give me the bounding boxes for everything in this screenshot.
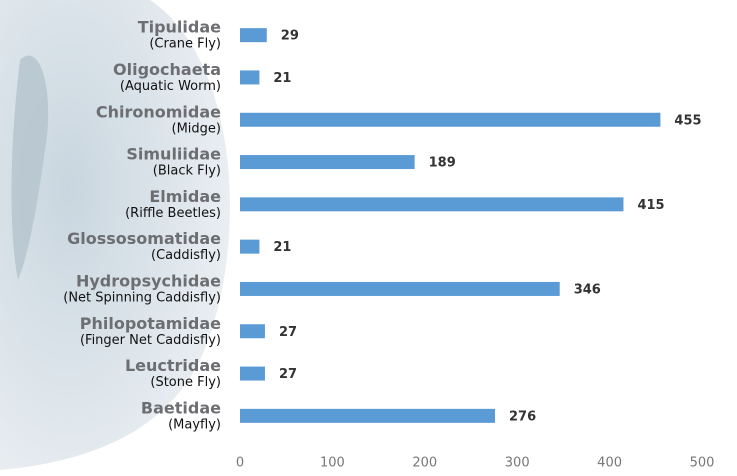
category-label: Hydropsychidae <box>76 271 221 290</box>
category-label: Leuctridae <box>125 356 221 375</box>
bar <box>240 155 415 170</box>
bar <box>240 197 624 212</box>
value-label: 21 <box>273 240 291 255</box>
common-name-label: (Stone Fly) <box>150 375 221 390</box>
x-tick-label: 100 <box>320 456 345 471</box>
category-label: Oligochaeta <box>113 60 221 79</box>
value-label: 27 <box>279 325 297 340</box>
category-label: Tipulidae <box>138 18 221 37</box>
category-label: Philopotamidae <box>80 314 221 333</box>
category-label: Chironomidae <box>96 102 221 121</box>
bar <box>240 70 260 85</box>
category-label: Elmidae <box>149 187 221 206</box>
bar <box>240 324 265 339</box>
bar <box>240 28 267 43</box>
common-name-label: (Midge) <box>172 121 221 136</box>
bar <box>240 408 496 423</box>
insect-silhouette <box>11 55 49 280</box>
value-label: 455 <box>674 113 701 128</box>
x-tick-label: 0 <box>236 456 244 471</box>
value-label: 415 <box>637 198 664 213</box>
common-name-label: (Caddisfly) <box>151 248 221 263</box>
background-image <box>0 0 230 470</box>
bar <box>240 112 661 127</box>
category-label: Simuliidae <box>126 145 221 164</box>
value-label: 21 <box>273 71 291 86</box>
common-name-label: (Finger Net Caddisfly) <box>80 333 221 348</box>
value-label: 29 <box>281 29 299 44</box>
value-label: 346 <box>574 282 601 297</box>
value-label: 189 <box>429 156 456 171</box>
bar <box>240 366 265 381</box>
x-tick-label: 500 <box>690 456 715 471</box>
bar <box>240 239 260 254</box>
common-name-label: (Black Fly) <box>153 164 221 179</box>
x-tick-label: 400 <box>597 456 622 471</box>
common-name-label: (Mayfly) <box>168 417 221 432</box>
common-name-label: (Crane Fly) <box>149 37 221 52</box>
common-name-label: (Net Spinning Caddisfly) <box>63 290 221 305</box>
common-name-label: (Aquatic Worm) <box>120 79 221 94</box>
common-name-label: (Riffle Beetles) <box>125 206 221 221</box>
value-label: 27 <box>279 367 297 382</box>
x-tick-label: 300 <box>505 456 530 471</box>
category-label: Glossosomatidae <box>67 229 221 248</box>
x-tick-label: 200 <box>412 456 437 471</box>
value-label: 276 <box>509 409 536 424</box>
category-label: Baetidae <box>141 398 221 417</box>
bar <box>240 281 560 296</box>
